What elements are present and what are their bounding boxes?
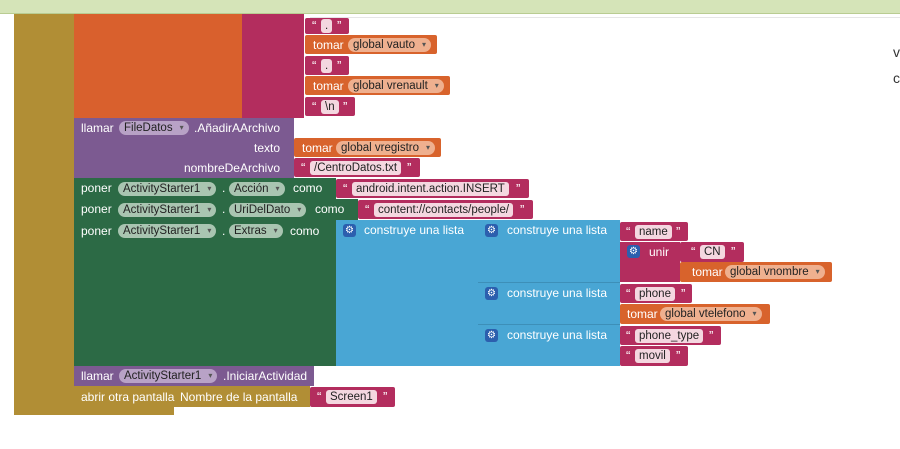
- gear-icon[interactable]: ⚙: [485, 287, 498, 300]
- text-block-phone-type[interactable]: “ phone_type ”: [620, 326, 721, 345]
- chevron-down-icon: ▾: [207, 205, 212, 214]
- make-list-inner-1[interactable]: ⚙ construye una lista: [478, 220, 620, 283]
- text-block-dot-2[interactable]: “ . ”: [305, 56, 349, 75]
- chevron-down-icon: ▾: [273, 226, 278, 235]
- get-block-vauto[interactable]: tomar global vauto ▾: [305, 35, 437, 54]
- side-text-1: v: [893, 44, 900, 60]
- make-list-inner-3[interactable]: ⚙ construye una lista: [478, 325, 620, 366]
- open-screen-block[interactable]: abrir otra pantalla Nombre de la pantall…: [74, 386, 310, 407]
- chevron-down-icon: ▾: [752, 309, 757, 318]
- gear-icon[interactable]: ⚙: [343, 224, 356, 237]
- chevron-down-icon: ▾: [422, 40, 427, 49]
- component-dropdown-activitystarter-uri[interactable]: ActivityStarter1 ▾: [118, 203, 217, 217]
- text-block-movil[interactable]: “ movil ”: [620, 346, 688, 366]
- join-block-right[interactable]: [242, 14, 304, 118]
- text-block-phone[interactable]: “ phone ”: [620, 284, 692, 303]
- text-value-movil[interactable]: movil: [635, 349, 670, 363]
- chevron-down-icon: ▾: [208, 371, 213, 380]
- text-block-intent-action[interactable]: “ android.intent.action.INSERT ”: [336, 179, 529, 198]
- text-value-dot-2[interactable]: .: [321, 59, 333, 73]
- property-dropdown-extras[interactable]: Extras ▾: [229, 224, 283, 238]
- text-value-name[interactable]: name: [635, 225, 672, 239]
- text-value-dot-1[interactable]: .: [321, 19, 333, 33]
- get-block-vtelefono[interactable]: tomar global vtelefono ▾: [620, 304, 770, 324]
- text-block-uri[interactable]: “ content://contacts/people/ ”: [358, 200, 533, 219]
- property-dropdown-accion[interactable]: Acción ▾: [229, 182, 285, 196]
- set-block-action[interactable]: poner ActivityStarter1 ▾ . Acción ▾ como: [74, 178, 336, 199]
- chevron-down-icon: ▾: [815, 267, 820, 276]
- text-block-filename[interactable]: “ /CentroDatos.txt ”: [294, 158, 420, 177]
- make-list-inner-2[interactable]: ⚙ construye una lista: [478, 283, 620, 325]
- call-block-append-file[interactable]: llamar FileDatos ▾ .AñadirAArchivo texto …: [74, 118, 294, 178]
- var-dropdown-vnombre[interactable]: global vnombre ▾: [725, 265, 825, 279]
- text-value-screen1[interactable]: Screen1: [326, 390, 377, 404]
- component-dropdown-activitystarter-extras[interactable]: ActivityStarter1 ▾: [118, 224, 217, 238]
- var-dropdown-vregistro[interactable]: global vregistro ▾: [336, 141, 435, 155]
- set-block-uri[interactable]: poner ActivityStarter1 ▾ . UriDelDato ▾ co…: [74, 199, 358, 220]
- text-value-phone-type[interactable]: phone_type: [635, 329, 704, 343]
- chevron-down-icon: ▾: [425, 143, 430, 152]
- gear-icon[interactable]: ⚙: [485, 329, 498, 342]
- join-block-unir[interactable]: ⚙ unir: [620, 242, 680, 282]
- chevron-down-icon: ▾: [297, 205, 302, 214]
- text-value-intent-action[interactable]: android.intent.action.INSERT: [352, 182, 509, 196]
- chevron-down-icon: ▾: [207, 226, 212, 235]
- var-dropdown-vrenault[interactable]: global vrenault ▾: [348, 79, 444, 93]
- side-text-2: c: [893, 70, 900, 86]
- gear-icon[interactable]: ⚙: [485, 224, 498, 237]
- chevron-down-icon: ▾: [275, 184, 280, 193]
- text-value-cn[interactable]: CN: [700, 245, 725, 259]
- chevron-down-icon: ▾: [434, 81, 439, 90]
- var-dropdown-vtelefono[interactable]: global vtelefono ▾: [660, 307, 762, 321]
- gear-icon[interactable]: ⚙: [627, 245, 640, 258]
- event-block-footer: [14, 405, 174, 415]
- join-block-left[interactable]: [74, 14, 242, 118]
- text-value-uri[interactable]: content://contacts/people/: [374, 203, 514, 217]
- text-value-filename[interactable]: /CentroDatos.txt: [310, 161, 402, 175]
- var-dropdown-vauto[interactable]: global vauto ▾: [348, 38, 432, 52]
- call-block-start-activity[interactable]: llamar ActivityStarter1 ▾ .IniciarActivid…: [74, 366, 314, 386]
- get-block-vregistro[interactable]: tomar global vregistro ▾: [294, 138, 441, 157]
- get-block-vrenault[interactable]: tomar global vrenault ▾: [305, 76, 450, 95]
- text-block-cn[interactable]: “ CN ”: [680, 242, 744, 262]
- get-block-vnombre[interactable]: tomar global vnombre ▾: [680, 262, 832, 282]
- divider-line: [310, 17, 900, 18]
- text-block-newline[interactable]: “ \n ”: [305, 97, 355, 116]
- component-dropdown-activitystarter-action[interactable]: ActivityStarter1 ▾: [118, 182, 217, 196]
- top-toolbar-strip: [0, 0, 900, 14]
- text-value-newline[interactable]: \n: [321, 100, 339, 114]
- chevron-down-icon: ▾: [207, 184, 212, 193]
- make-list-outer[interactable]: ⚙ construye una lista: [336, 220, 478, 366]
- text-block-name[interactable]: “ name ”: [620, 222, 688, 241]
- event-block-body[interactable]: [14, 14, 74, 415]
- component-dropdown-activitystarter-start[interactable]: ActivityStarter1 ▾: [119, 369, 218, 383]
- text-block-screen1[interactable]: “ Screen1 ”: [310, 387, 395, 407]
- text-block-dot-1[interactable]: “ . ”: [305, 18, 349, 34]
- set-block-extras[interactable]: poner ActivityStarter1 ▾ . Extras ▾ como: [74, 220, 336, 366]
- property-dropdown-uridelddato[interactable]: UriDelDato ▾: [229, 203, 307, 217]
- text-value-phone[interactable]: phone: [635, 287, 675, 301]
- chevron-down-icon: ▾: [179, 123, 184, 132]
- component-dropdown-filedatos[interactable]: FileDatos ▾: [119, 121, 189, 135]
